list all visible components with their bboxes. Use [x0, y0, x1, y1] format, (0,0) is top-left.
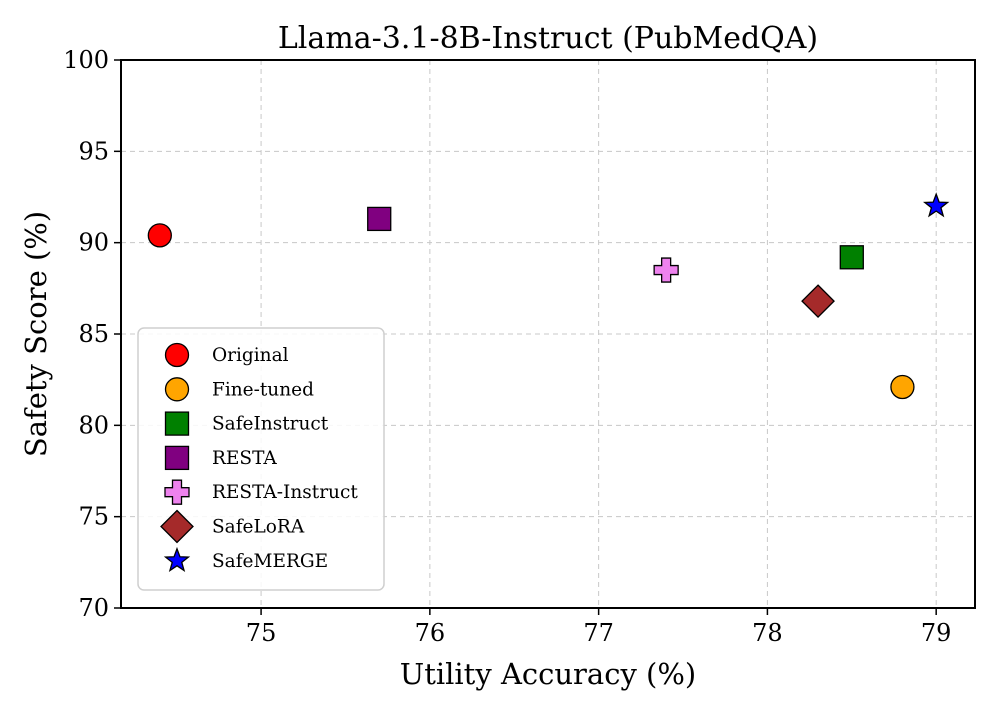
plot-frame [120, 59, 976, 609]
grid-layer [121, 59, 975, 609]
point-resta [367, 206, 392, 232]
x-axis-label: Utility Accuracy (%) [400, 657, 696, 691]
y-tick-label: 75 [78, 503, 109, 531]
chart-title: Llama-3.1-8B-Instruct (PubMedQA) [278, 21, 818, 56]
legend-entries: Original Fine-tuned SafeInstruct RESTA RESTA… [160, 342, 358, 573]
point-fine-tuned [890, 374, 915, 400]
legend-box [137, 327, 385, 591]
legend-label-safelora: SafeLoRA [212, 517, 305, 538]
legend-marker-fine-tuned [164, 377, 190, 402]
x-tick-label: 77 [583, 619, 614, 647]
point-resta-instruct [653, 257, 679, 283]
legend-label-resta: RESTA [212, 448, 277, 469]
x-tick-label: 78 [752, 619, 783, 647]
x-tick-label: 75 [246, 619, 277, 647]
legend-label-safemerge: SafeMERGE [212, 551, 328, 572]
legend-label-fine-tuned: Fine-tuned [212, 379, 314, 400]
axis-ticks: 75 76 77 78 79 70 75 80 85 90 95 100 [63, 46, 951, 647]
legend-marker-original [164, 342, 190, 368]
y-tick-label: 95 [78, 137, 109, 165]
legend-marker-safemerge [163, 546, 191, 573]
point-safemerge [922, 192, 950, 218]
legend-marker-resta-instruct [164, 479, 190, 505]
point-safeinstruct [839, 245, 864, 270]
legend-marker-safelora [160, 509, 194, 544]
x-tick-label: 76 [415, 619, 446, 647]
point-original [147, 223, 172, 248]
point-safelora [801, 284, 835, 319]
legend-marker-safeinstruct [164, 411, 190, 436]
legend-label-safeinstruct: SafeInstruct [212, 414, 329, 435]
x-tick-label: 79 [921, 619, 952, 647]
y-tick-label: 70 [78, 594, 109, 622]
legend-marker-resta [164, 445, 190, 471]
y-tick-label: 85 [78, 320, 109, 348]
legend-label-original: Original [212, 345, 289, 366]
y-tick-label: 80 [78, 411, 109, 439]
y-tick-label: 100 [63, 46, 109, 74]
y-tick-label: 90 [78, 229, 109, 257]
legend: Original Fine-tuned SafeInstruct RESTA RESTA… [137, 327, 385, 591]
y-axis-label: Safety Score (%) [19, 211, 53, 457]
data-points [147, 192, 950, 400]
legend-label-resta-instruct: RESTA-Instruct [212, 482, 358, 503]
